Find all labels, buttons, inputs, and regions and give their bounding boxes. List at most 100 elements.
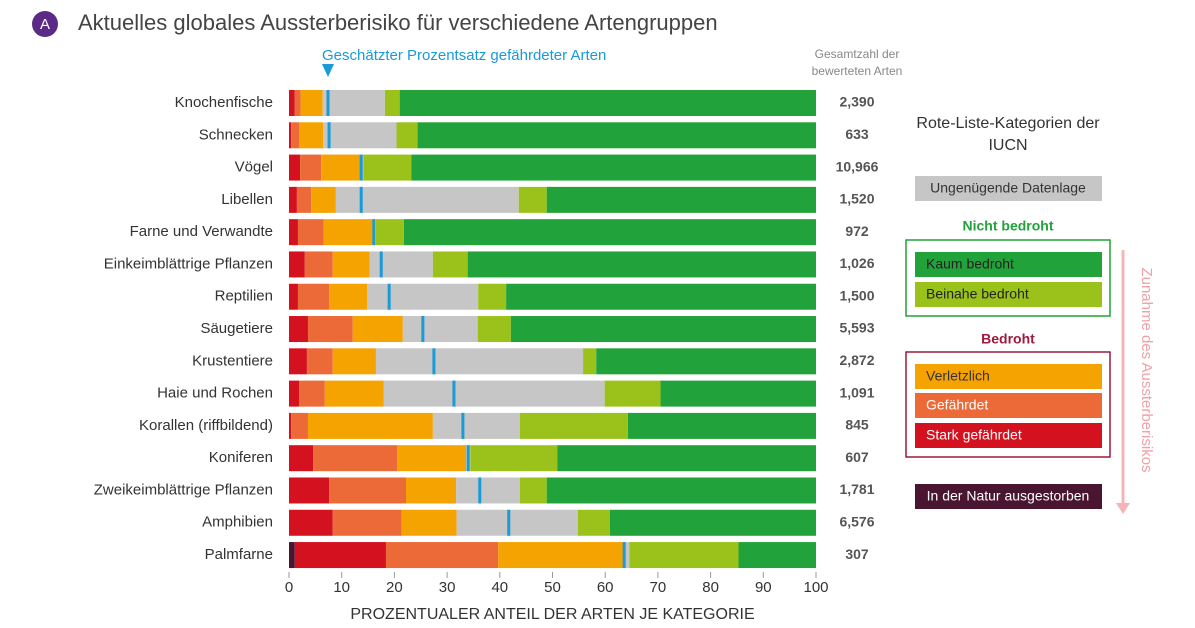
total-label: 307 [845, 546, 869, 562]
bar-segment [289, 186, 297, 213]
y-tick-label: Einkeimblättrige Pflanzen [104, 255, 273, 272]
bar-segment [311, 186, 336, 213]
threatened-marker [359, 154, 363, 181]
x-tick-label: 100 [803, 579, 828, 596]
legend-title: IUCN [988, 137, 1027, 154]
bar-segment [291, 412, 308, 439]
legend-label: Beinahe bedroht [926, 286, 1029, 302]
bar-segment [300, 90, 323, 116]
bar-segment [289, 445, 314, 472]
bar-segment [477, 316, 511, 343]
bar-segment [321, 154, 361, 181]
bar-segment [313, 445, 398, 472]
bar-segment [629, 542, 739, 569]
bar-segment [289, 348, 307, 375]
threatened-marker [478, 477, 482, 504]
threatened-marker [466, 445, 470, 472]
bar-segment [396, 122, 418, 149]
bar-segment [299, 380, 325, 407]
y-tick-label: Korallen (riffbildend) [139, 417, 273, 434]
x-tick-label: 0 [285, 579, 293, 596]
bar-segment [510, 316, 816, 343]
risk-arrow-head [1116, 503, 1130, 514]
y-tick-label: Knochenfische [175, 94, 273, 111]
total-label: 1,781 [839, 481, 874, 497]
total-label: 1,026 [839, 255, 874, 271]
bar-segment [432, 251, 468, 278]
badge-label: A [40, 16, 50, 33]
bar-segment [498, 542, 626, 569]
total-label: 1,091 [839, 384, 874, 400]
y-tick-label: Reptilien [215, 288, 273, 305]
bar-segment [297, 219, 324, 246]
bar-segment [322, 90, 385, 116]
marker-label: Geschätzter Prozentsatz gefährdeter Arte… [322, 47, 606, 64]
bar-segment [577, 509, 610, 536]
bar-segment [307, 412, 433, 439]
y-tick-label: Haie und Rochen [157, 385, 273, 402]
bar-segment [366, 283, 479, 310]
bar-segment [385, 542, 499, 569]
bar-segment [289, 219, 298, 246]
bar-segment [299, 122, 324, 149]
y-tick-label: Koniferen [209, 449, 273, 466]
bar-segment [583, 348, 597, 375]
bar-segment [307, 316, 353, 343]
legend-label: In der Natur ausgestorben [927, 488, 1090, 504]
threatened-marker [507, 509, 511, 536]
legend-swatch [915, 176, 1102, 201]
x-tick-label: 30 [439, 579, 456, 596]
bar-segment [403, 219, 816, 246]
bar-segment [383, 380, 605, 407]
bar-segment [470, 445, 558, 472]
bar-segment [432, 412, 520, 439]
bar-segment [519, 412, 628, 439]
threatened-marker [387, 283, 391, 310]
bar-segment [596, 348, 816, 375]
legend-swatch [915, 393, 1102, 418]
y-tick-label: Farne und Verwandte [130, 223, 273, 240]
bar-segment [369, 251, 433, 278]
bar-segment [300, 154, 322, 181]
bar-segment [352, 316, 403, 343]
legend-label: Gefährdet [926, 397, 988, 413]
bar-segment [289, 542, 295, 569]
bar-segment [506, 283, 816, 310]
bar-segment [323, 122, 397, 149]
bar-segment [546, 477, 816, 504]
bar-segment [456, 509, 578, 536]
bar-segment [289, 283, 298, 310]
bar-segment [399, 90, 816, 116]
bar-segment [329, 477, 406, 504]
total-label: 1,500 [839, 287, 874, 303]
total-label: 2,390 [839, 94, 874, 110]
total-label: 2,872 [839, 352, 874, 368]
bar-segment [297, 283, 330, 310]
totals-header: bewerteten Arten [812, 64, 903, 78]
legend-group-frame [905, 239, 1111, 317]
legend-label: Kaum bedroht [926, 256, 1014, 272]
bar-segment [289, 251, 305, 278]
total-label: 607 [845, 449, 869, 465]
bar-segment [323, 219, 373, 246]
legend-swatch [915, 252, 1102, 277]
threatened-marker [421, 316, 425, 343]
bar-segment [604, 380, 661, 407]
x-tick-label: 90 [755, 579, 772, 596]
bar-segment [289, 122, 292, 149]
bar-segment [335, 186, 519, 213]
y-tick-label: Säugetiere [200, 320, 273, 337]
legend-group-label: Bedroht [981, 331, 1035, 347]
bar-segment [363, 154, 412, 181]
chart-title: Aktuelles globales Aussterberisiko für v… [78, 10, 718, 35]
bar-segment [294, 90, 301, 116]
bar-segment [625, 542, 630, 569]
x-tick-label: 70 [650, 579, 667, 596]
bar-segment [296, 186, 312, 213]
bar-segment [332, 348, 376, 375]
bar-segment [546, 186, 816, 213]
threatened-marker [432, 348, 436, 375]
legend-group-label: Nicht bedroht [963, 218, 1054, 234]
legend-group-frame [905, 351, 1111, 458]
